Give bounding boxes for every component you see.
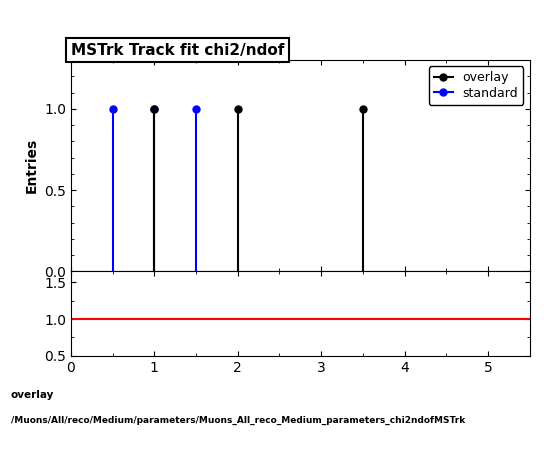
Text: MSTrk Track fit chi2/ndof: MSTrk Track fit chi2/ndof <box>71 43 284 57</box>
Text: /Muons/All/reco/Medium/parameters/Muons_All_reco_Medium_parameters_chi2ndofMSTrk: /Muons/All/reco/Medium/parameters/Muons_… <box>11 416 465 425</box>
Legend: overlay, standard: overlay, standard <box>429 67 524 105</box>
Text: overlay: overlay <box>11 390 54 401</box>
Y-axis label: Entries: Entries <box>25 138 39 193</box>
